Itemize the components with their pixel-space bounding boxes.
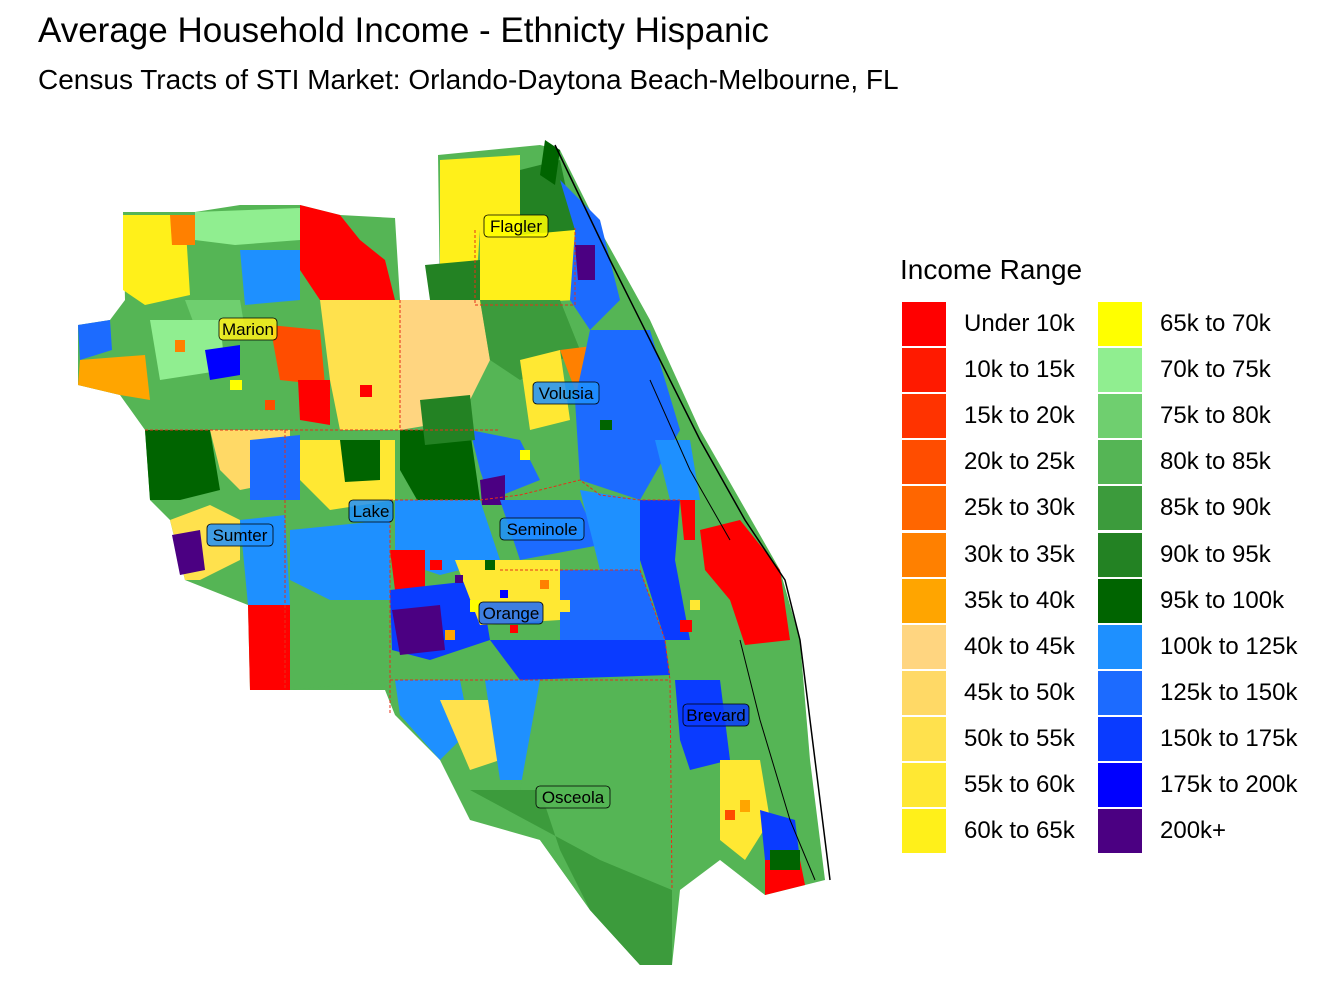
legend-swatch xyxy=(1098,532,1142,577)
county-label-seminole: Seminole xyxy=(499,517,585,541)
county-labels: Flagler Marion Volusia Lake Seminole Sum… xyxy=(206,214,750,809)
legend-label: 80k to 85k xyxy=(1160,448,1271,476)
svg-text:Sumter: Sumter xyxy=(213,526,268,545)
tract-patches xyxy=(78,140,805,965)
county-label-osceola: Osceola xyxy=(535,785,611,809)
svg-text:Volusia: Volusia xyxy=(539,384,594,403)
legend-item: 25k to 30k xyxy=(902,485,1075,531)
legend-item: 60k to 65k xyxy=(902,808,1075,854)
legend-swatch xyxy=(902,716,946,761)
legend-item: 200k+ xyxy=(1098,808,1226,854)
legend-label: 90k to 95k xyxy=(1160,540,1271,568)
legend-label: 30k to 35k xyxy=(964,540,1075,568)
county-label-orange: Orange xyxy=(478,601,544,625)
legend-item: 20k to 25k xyxy=(902,439,1075,485)
legend-swatch xyxy=(1098,716,1142,761)
legend-label: 95k to 100k xyxy=(1160,586,1285,614)
svg-text:Brevard: Brevard xyxy=(686,706,746,725)
legend-label: 20k to 25k xyxy=(964,448,1075,476)
county-label-sumter: Sumter xyxy=(206,523,274,547)
map-subtitle: Census Tracts of STI Market: Orlando-Day… xyxy=(38,64,899,95)
legend-swatch xyxy=(1098,670,1142,715)
legend-title: Income Range xyxy=(900,254,1083,285)
legend-swatch xyxy=(1098,624,1142,669)
choropleth-map: Flagler Marion Volusia Lake Seminole Sum… xyxy=(78,140,831,965)
legend-label: 175k to 200k xyxy=(1160,771,1298,798)
legend-swatch xyxy=(1098,440,1142,485)
svg-text:Osceola: Osceola xyxy=(542,788,605,807)
legend-label: 35k to 40k xyxy=(964,586,1075,614)
legend-swatch xyxy=(902,348,946,393)
legend-label: 70k to 75k xyxy=(1160,356,1271,384)
legend-item: 15k to 20k xyxy=(902,393,1075,439)
legend-swatch xyxy=(902,302,946,346)
legend-label: 50k to 55k xyxy=(964,724,1075,752)
legend-item: 65k to 70k xyxy=(1098,301,1271,347)
legend-item: 125k to 150k xyxy=(1098,670,1297,716)
legend-item: 90k to 95k xyxy=(1098,532,1271,578)
legend-label: 45k to 50k xyxy=(964,678,1075,706)
legend-item: 75k to 80k xyxy=(1098,393,1271,439)
legend-item: 55k to 60k xyxy=(902,762,1075,808)
svg-text:Marion: Marion xyxy=(222,320,274,339)
legend-item: 10k to 15k xyxy=(902,347,1075,393)
legend-label: 10k to 15k xyxy=(964,356,1075,384)
legend-item: 150k to 175k xyxy=(1098,716,1297,762)
legend-item: 35k to 40k xyxy=(902,578,1075,624)
county-label-lake: Lake xyxy=(348,499,394,523)
legend-label: 200k+ xyxy=(1160,817,1227,845)
legend-label: 150k to 175k xyxy=(1160,724,1298,752)
legend-label: 85k to 90k xyxy=(1160,494,1271,522)
legend-item: 30k to 35k xyxy=(902,532,1075,578)
legend-item: 95k to 100k xyxy=(1098,578,1284,624)
county-label-marion: Marion xyxy=(218,317,278,341)
svg-text:Lake: Lake xyxy=(353,502,390,521)
legend-label: 100k to 125k xyxy=(1160,632,1298,660)
legend-swatch xyxy=(1098,394,1142,439)
legend-item: 80k to 85k xyxy=(1098,439,1271,485)
legend-swatch xyxy=(902,578,946,623)
legend-item: 70k to 75k xyxy=(1098,347,1271,393)
legend-swatch xyxy=(902,670,946,715)
legend-label: 15k to 20k xyxy=(964,402,1075,430)
legend-label: 125k to 150k xyxy=(1160,678,1298,706)
legend-swatch xyxy=(902,532,946,577)
svg-text:Orange: Orange xyxy=(483,604,540,623)
legend-label: 65k to 70k xyxy=(1160,310,1271,337)
legend-item: 50k to 55k xyxy=(902,716,1075,762)
legend-label: Under 10k xyxy=(964,310,1075,337)
legend-label: 55k to 60k xyxy=(964,771,1075,798)
legend-item: 85k to 90k xyxy=(1098,485,1271,531)
legend-item: 40k to 45k xyxy=(902,624,1075,670)
svg-text:Flagler: Flagler xyxy=(490,217,542,236)
legend-swatch xyxy=(902,809,946,854)
legend-swatch xyxy=(1098,302,1142,346)
legend-label: 60k to 65k xyxy=(964,817,1075,845)
legend-item: 100k to 125k xyxy=(1098,624,1297,670)
map-title: Average Household Income - Ethnicty Hisp… xyxy=(38,11,769,50)
legend-swatch xyxy=(1098,348,1142,393)
county-label-flagler: Flagler xyxy=(483,214,549,238)
legend-label: 40k to 45k xyxy=(964,632,1075,660)
legend-item: 45k to 50k xyxy=(902,670,1075,716)
legend-swatch xyxy=(902,394,946,439)
legend-swatch xyxy=(1098,578,1142,623)
county-borders xyxy=(145,228,680,891)
svg-text:Seminole: Seminole xyxy=(507,520,578,539)
legend-swatch xyxy=(902,440,946,485)
legend-swatch xyxy=(902,486,946,531)
county-label-volusia: Volusia xyxy=(532,381,600,405)
coastline xyxy=(554,144,831,881)
legend-item: Under 10k xyxy=(902,301,1075,347)
legend-label: 75k to 80k xyxy=(1160,402,1271,430)
legend-swatch xyxy=(902,624,946,669)
county-label-brevard: Brevard xyxy=(682,703,750,727)
legend-swatch xyxy=(1098,486,1142,531)
legend-item: 175k to 200k xyxy=(1098,762,1297,808)
legend-swatch xyxy=(1098,809,1142,854)
legend-swatch xyxy=(1098,763,1142,807)
legend-swatch xyxy=(902,763,946,807)
legend-label: 25k to 30k xyxy=(964,494,1075,522)
